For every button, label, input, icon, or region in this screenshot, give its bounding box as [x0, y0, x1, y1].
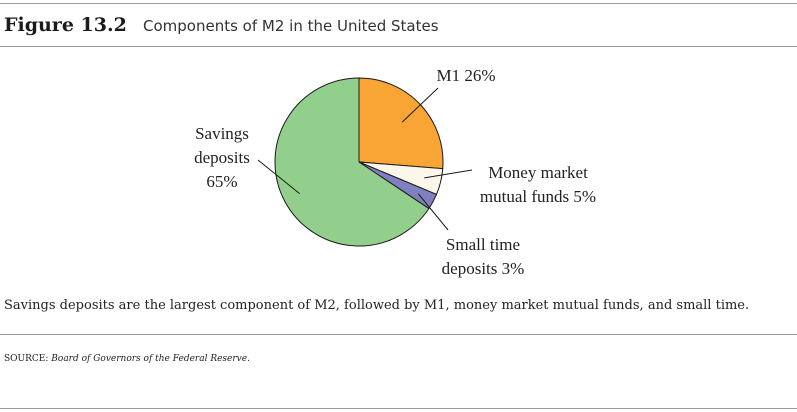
- slice-label-m1-leader: [401, 87, 439, 123]
- source-prefix: SOURCE:: [4, 354, 49, 364]
- source-text: Board of Governors of the Federal Reserv…: [51, 354, 250, 364]
- figure-label: Figure 13.2: [4, 14, 127, 36]
- bottom-rule: [0, 408, 797, 409]
- slice-label-savings-leader: [257, 159, 301, 195]
- slice-label-m1-line: M1 26%: [436, 66, 495, 85]
- source-note: SOURCE: Board of Governors of the Federa…: [4, 354, 250, 364]
- pie-chart: M1 26% Money market mutual funds 5% Small t…: [194, 66, 596, 278]
- pie-slice-m1: [358, 77, 444, 170]
- slice-label-money-market: Money market mutual funds 5%: [480, 163, 596, 206]
- slice-label-savings-line: deposits: [194, 148, 250, 167]
- figure-title: Components of M2 in the United States: [143, 17, 439, 35]
- slice-label-savings-line: Savings: [195, 124, 249, 143]
- title-rule: [0, 46, 797, 47]
- figure-caption: Savings deposits are the largest compone…: [4, 298, 750, 313]
- slice-label-money-market-line: Money market: [488, 163, 588, 182]
- slice-label-money-market-line: mutual funds 5%: [480, 187, 596, 206]
- top-rule: [0, 3, 797, 4]
- slice-label-small-time-leader: [417, 193, 449, 231]
- slice-label-money-market-leader: [424, 169, 473, 179]
- slice-label-small-time-line: Small time: [446, 235, 520, 254]
- slice-label-m1: M1 26%: [436, 66, 495, 85]
- slice-label-savings: Savings deposits 65%: [194, 124, 250, 191]
- slice-label-savings-line: 65%: [206, 172, 237, 191]
- slice-label-small-time-line: deposits 3%: [442, 259, 525, 278]
- slice-label-small-time: Small time deposits 3%: [442, 235, 525, 278]
- caption-rule: [0, 334, 797, 335]
- pie-slice-savings: [274, 77, 430, 247]
